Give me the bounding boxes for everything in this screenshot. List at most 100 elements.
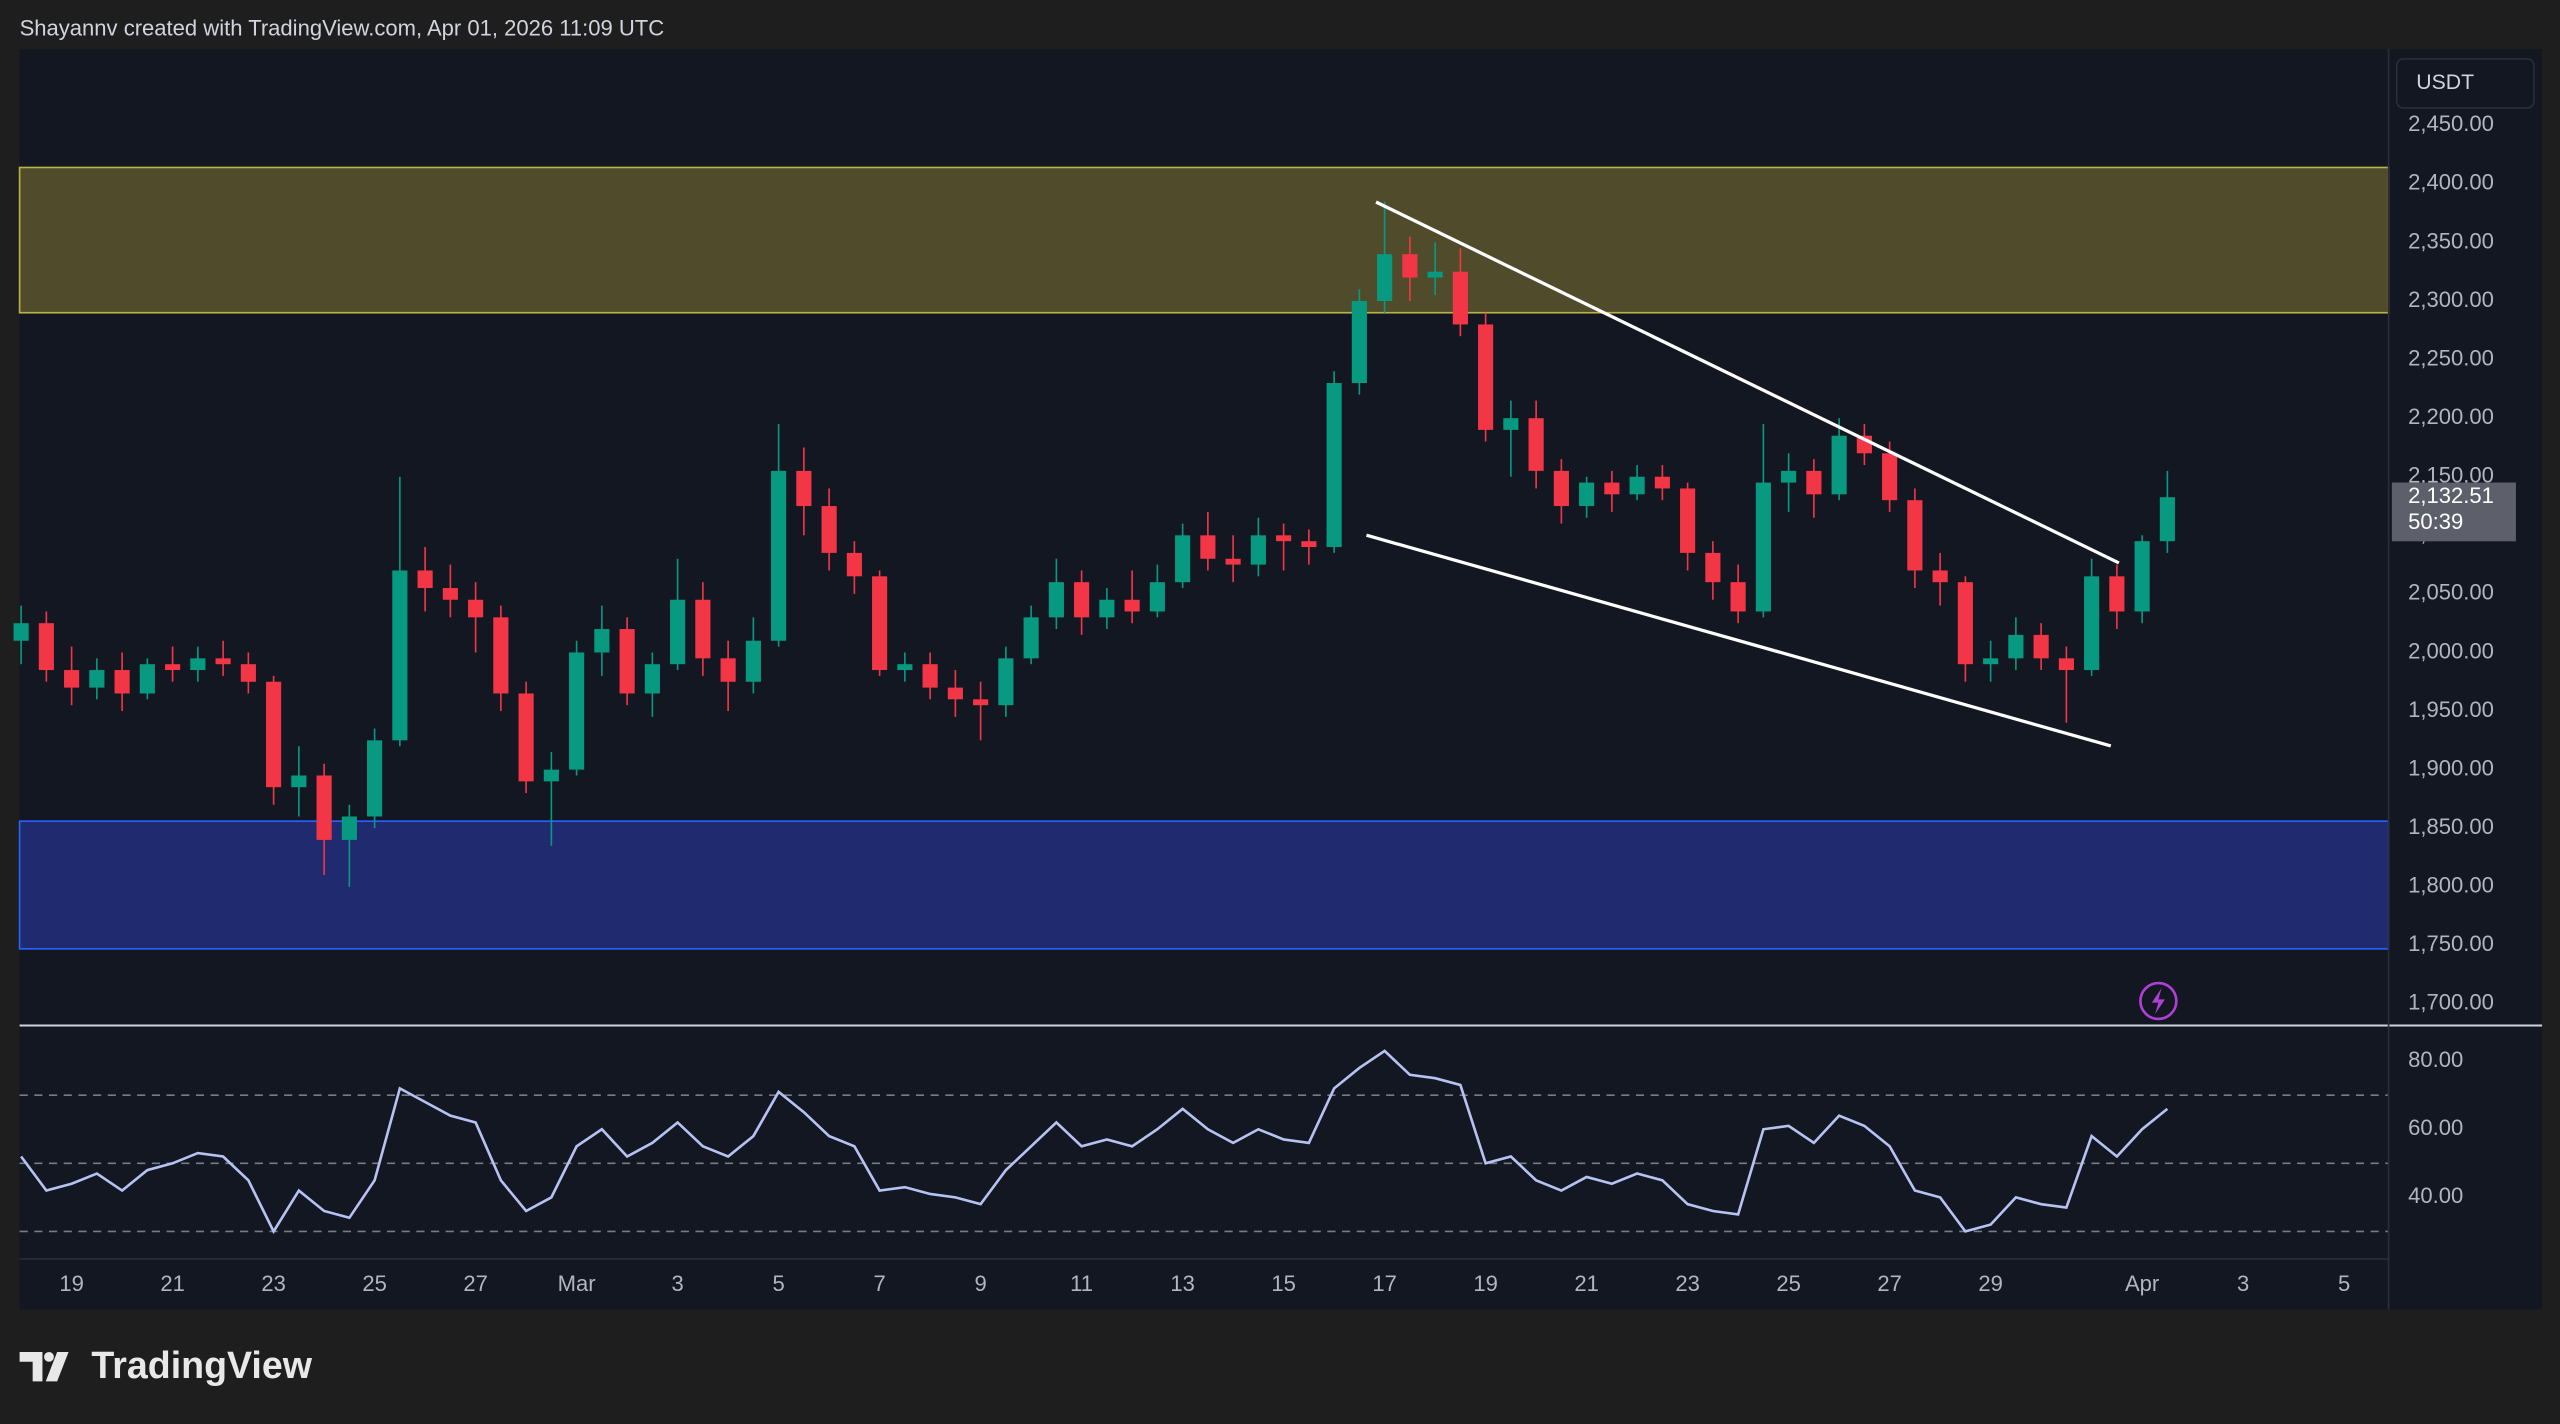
- trendline: [1365, 533, 2112, 748]
- candle-body: [316, 775, 332, 840]
- candle-body: [543, 769, 559, 782]
- candle-body: [1755, 482, 1771, 612]
- candle-body: [392, 570, 408, 741]
- candle-body: [1907, 500, 1923, 571]
- candle-body: [1604, 482, 1620, 495]
- candle-body: [442, 588, 458, 600]
- candle-body: [771, 470, 787, 641]
- y-tick-label: 2,200.00: [2408, 404, 2494, 429]
- alert-icon[interactable]: [2139, 981, 2178, 1021]
- last-price-box: [2391, 482, 2516, 542]
- candle-body: [1175, 535, 1191, 583]
- x-tick-label: 5: [772, 1271, 784, 1296]
- candle-body: [1730, 582, 1746, 612]
- candle-body: [518, 693, 534, 782]
- candle-body: [1250, 535, 1266, 565]
- candle-body: [1629, 476, 1645, 495]
- icon-ring: [2139, 981, 2178, 1021]
- candle-body: [2134, 541, 2150, 612]
- candle-body: [1452, 271, 1468, 325]
- candle-body: [1705, 552, 1721, 583]
- candle-body: [1932, 570, 1948, 583]
- candle-body: [1528, 418, 1544, 471]
- x-tick-label: 21: [1574, 1271, 1599, 1296]
- y-tick-label: 2,250.00: [2408, 345, 2494, 370]
- x-tick-label: 25: [1776, 1271, 1801, 1296]
- candle-body: [872, 576, 888, 671]
- candle-body: [1806, 470, 1822, 495]
- last-price: 2,132.51: [2408, 483, 2494, 508]
- candle-body: [2033, 634, 2049, 659]
- candle-body: [1503, 418, 1519, 430]
- x-tick-label: 5: [2338, 1271, 2350, 1296]
- x-tick-label: 23: [261, 1271, 286, 1296]
- candle-body: [190, 658, 206, 671]
- candle-body: [695, 599, 711, 659]
- candle-body: [796, 470, 812, 507]
- candle-body: [1301, 541, 1317, 548]
- candle-body: [922, 664, 938, 688]
- candle-body: [569, 652, 585, 770]
- brand: TradingView: [91, 1344, 312, 1386]
- y-tick-label: 2,350.00: [2408, 228, 2494, 253]
- x-tick-label: 23: [1675, 1271, 1700, 1296]
- candle-body: [2058, 658, 2074, 671]
- candle-body: [947, 687, 963, 700]
- candle-body: [114, 670, 130, 694]
- candle-body: [64, 670, 80, 688]
- y-tick-label: 2,050.00: [2408, 580, 2494, 605]
- candle-body: [1351, 301, 1367, 384]
- rsi-tick-label: 60.00: [2408, 1115, 2463, 1140]
- x-tick-label: 19: [1473, 1271, 1498, 1296]
- currency-box[interactable]: [2395, 58, 2535, 109]
- y-tick-label: 1,800.00: [2408, 873, 2494, 898]
- candle-body: [1023, 617, 1039, 659]
- candle-body: [720, 658, 736, 682]
- candle-body: [367, 740, 383, 817]
- x-tick-label: 29: [1978, 1271, 2003, 1296]
- candle-body: [1781, 470, 1797, 483]
- candle-body: [2159, 497, 2175, 542]
- x-tick-label: 11: [1070, 1271, 1093, 1296]
- candle-body: [1377, 254, 1393, 302]
- y-tick-label: 2,400.00: [2408, 170, 2494, 195]
- x-tick-label: 3: [2237, 1271, 2249, 1296]
- candle-body: [619, 629, 635, 694]
- rsi-tick-label: 80.00: [2408, 1047, 2463, 1072]
- candle-body: [2008, 634, 2024, 659]
- candle-body: [493, 617, 509, 694]
- header: Shayannv created with TradingView.com, A…: [20, 15, 665, 40]
- candle-body: [846, 552, 862, 577]
- x-tick-label: 13: [1170, 1271, 1195, 1296]
- x-tick-label: Mar: [558, 1271, 596, 1296]
- candle-body: [745, 640, 761, 682]
- candle-body: [266, 681, 282, 788]
- candle-body: [821, 506, 837, 553]
- candle-body: [468, 599, 484, 618]
- y-tick-label: 1,700.00: [2408, 990, 2494, 1015]
- icon-bolt: [2151, 987, 2165, 1015]
- currency: USDT: [2416, 71, 2474, 94]
- candle-body: [139, 664, 155, 694]
- x-tick-label: Apr: [2125, 1271, 2159, 1296]
- candle-body: [1225, 558, 1241, 565]
- y-tick-label: 2,300.00: [2408, 287, 2494, 312]
- candle-body: [1680, 488, 1696, 553]
- candle-body: [1478, 324, 1494, 430]
- candle-body: [897, 664, 913, 671]
- candle-body: [1427, 271, 1443, 278]
- x-tick-label: 15: [1271, 1271, 1296, 1296]
- candle-body: [1200, 535, 1216, 559]
- candle-body: [165, 664, 181, 671]
- plot: 1,700.00 1,750.00 1,800.00 1,850.00 1,900.00…: [13, 111, 2516, 1296]
- candle-body: [1654, 476, 1670, 489]
- candle-body: [1326, 383, 1342, 548]
- x-tick-label: 17: [1372, 1271, 1397, 1296]
- candle-body: [973, 699, 989, 706]
- candle-body: [1149, 582, 1165, 612]
- candle-body: [215, 658, 231, 665]
- candle-body: [2084, 576, 2100, 671]
- zone: [18, 166, 2390, 314]
